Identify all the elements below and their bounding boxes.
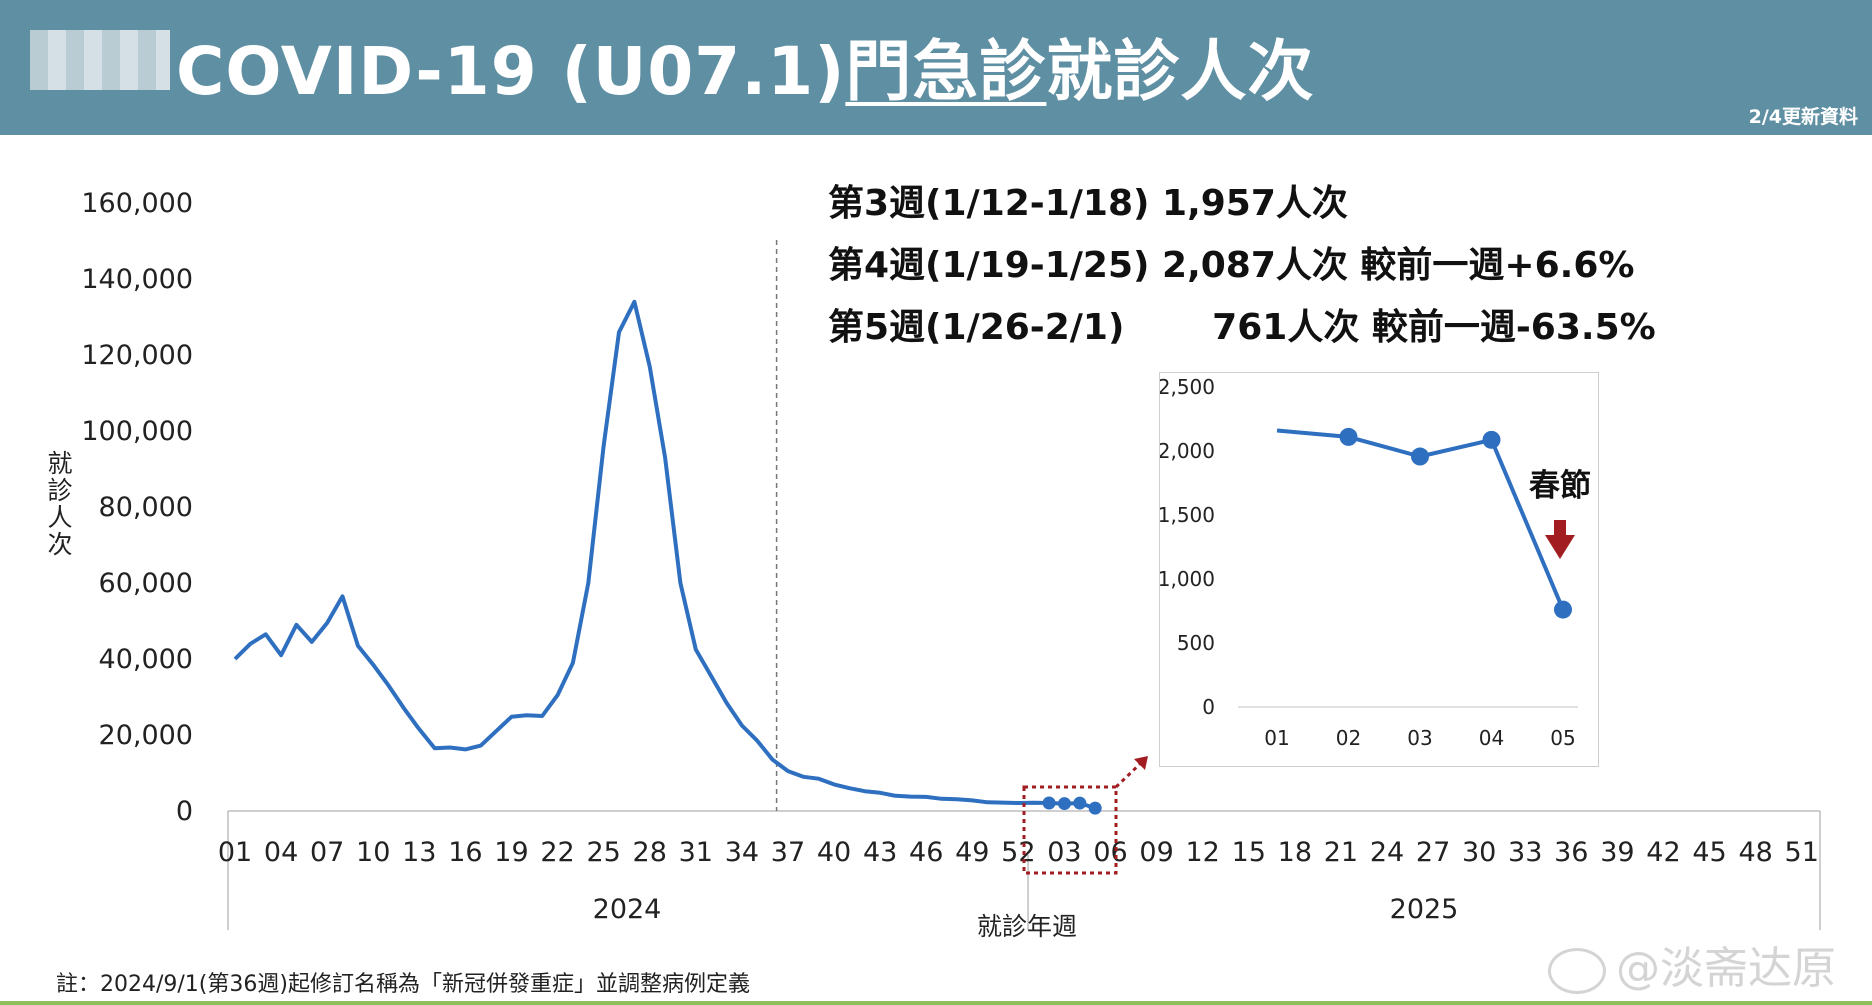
inset-y-tick-label: 0 xyxy=(1202,695,1215,719)
inset-x-tick-label: 04 xyxy=(1479,726,1504,750)
x-tick-label: 27 xyxy=(1416,837,1450,868)
x-tick-label: 30 xyxy=(1462,837,1496,868)
bottom-accent-line xyxy=(0,1001,1872,1005)
inset-y-tick-label: 2,000 xyxy=(1160,439,1215,463)
y-axis-label: 就診人次 xyxy=(44,450,73,558)
x-tick-label: 10 xyxy=(356,837,390,868)
y-tick-label: 160,000 xyxy=(81,188,193,219)
x-tick-label: 45 xyxy=(1692,837,1726,868)
main-line-chart: 0 20,000 40,000 60,000 80,000 100,000 120,000 1… xyxy=(81,188,1821,941)
title-prefix: COVID-19 (U07.1) xyxy=(176,33,846,110)
inset-data-point xyxy=(1482,430,1501,449)
y-tick-label: 120,000 xyxy=(81,340,193,371)
inset-y-tick-label: 1,000 xyxy=(1160,567,1215,591)
inset-chart-panel: 0 500 1,000 1,500 2,000 2,500 01 02 03 04 05 春節 xyxy=(1159,372,1599,767)
x-tick-label: 15 xyxy=(1232,837,1266,868)
inset-y-tick-label: 2,500 xyxy=(1160,375,1215,399)
weibo-icon xyxy=(1548,948,1606,994)
x-tick-label: 46 xyxy=(909,837,943,868)
annotation-arrow-head xyxy=(1545,535,1575,559)
x-tick-label: 19 xyxy=(494,837,528,868)
x-tick-label: 21 xyxy=(1324,837,1358,868)
inset-data-point xyxy=(1339,427,1358,446)
x-tick-label: 52 xyxy=(1001,837,1035,868)
highlight-arrow-line xyxy=(1114,759,1145,789)
y-tick-label: 20,000 xyxy=(99,720,193,751)
footnote: 註：2024/9/1(第36週)起修訂名稱為「新冠併發重症」並調整病例定義 xyxy=(56,972,750,997)
annotation-arrow-stem xyxy=(1554,520,1566,536)
x-tick-label: 42 xyxy=(1646,837,1680,868)
y-tick-label: 60,000 xyxy=(99,568,193,599)
x-tick-label: 48 xyxy=(1738,837,1772,868)
inset-annotation: 春節 xyxy=(1529,468,1591,504)
x-tick-label: 39 xyxy=(1600,837,1634,868)
x-tick-label: 33 xyxy=(1508,837,1542,868)
x-axis-title: 就診年週 xyxy=(977,912,1077,941)
summary-week4: 第4週(1/19-1/25) 2,087人次 較前一週+6.6% xyxy=(828,245,1635,286)
inset-x-tick-label: 02 xyxy=(1336,726,1361,750)
title-underlined: 門急診 xyxy=(845,33,1047,110)
x-tick-label: 03 xyxy=(1047,837,1081,868)
x-tick-label: 01 xyxy=(218,837,252,868)
x-tick-label: 51 xyxy=(1785,837,1819,868)
x-tick-label: 16 xyxy=(448,837,482,868)
inset-x-tick-label: 03 xyxy=(1407,726,1432,750)
data-point-2025 xyxy=(1042,796,1056,810)
summary-week3: 第3週(1/12-1/18) 1,957人次 xyxy=(828,183,1348,224)
y-tick-label: 40,000 xyxy=(99,644,193,675)
x-tick-label: 22 xyxy=(540,837,574,868)
series-line-2024-2025 xyxy=(233,299,1096,811)
inset-line-chart: 0 500 1,000 1,500 2,000 2,500 01 02 03 04 05 春節 xyxy=(1160,375,1591,750)
title-suffix: 就診人次 xyxy=(1046,33,1315,110)
inset-data-point xyxy=(1411,447,1429,466)
y-tick-label: 0 xyxy=(176,796,193,827)
highlight-arrow-head xyxy=(1134,756,1148,770)
summary-week5: 第5週(1/26-2/1) 761人次 較前一週-63.5% xyxy=(828,307,1656,348)
data-point-2025 xyxy=(1057,797,1071,811)
x-tick-label: 12 xyxy=(1186,837,1220,868)
x-tick-label: 28 xyxy=(633,837,667,868)
blurred-logo xyxy=(30,30,170,90)
inset-data-point xyxy=(1554,600,1572,619)
inset-x-tick-label: 05 xyxy=(1550,726,1575,750)
x-tick-label: 25 xyxy=(586,837,620,868)
x-tick-label: 31 xyxy=(679,837,713,868)
x-tick-label: 40 xyxy=(817,837,851,868)
x-tick-label: 36 xyxy=(1554,837,1588,868)
x-tick-label: 37 xyxy=(771,837,805,868)
x-tick-label: 49 xyxy=(955,837,989,868)
watermark: @淡斋达原 xyxy=(1548,932,1836,996)
x-tick-label: 04 xyxy=(264,837,298,868)
inset-y-tick-label: 500 xyxy=(1177,631,1215,655)
x-tick-label: 06 xyxy=(1093,837,1127,868)
highlight-box xyxy=(1022,785,1118,875)
x-tick-label: 18 xyxy=(1278,837,1312,868)
data-point-2025 xyxy=(1073,796,1087,810)
x-tick-label: 09 xyxy=(1139,837,1173,868)
x-tick-label: 07 xyxy=(310,837,344,868)
x-tick-label: 13 xyxy=(402,837,436,868)
watermark-text: @淡斋达原 xyxy=(1616,943,1836,994)
data-point-2025 xyxy=(1088,801,1102,815)
y-tick-label: 80,000 xyxy=(99,492,193,523)
page-title: COVID-19 (U07.1)門急診就診人次 xyxy=(176,18,1314,114)
x-tick-label: 34 xyxy=(725,837,759,868)
year-label-2024: 2024 xyxy=(593,894,662,925)
y-tick-label: 140,000 xyxy=(81,264,193,295)
x-tick-label: 24 xyxy=(1370,837,1404,868)
header-banner: COVID-19 (U07.1)門急診就診人次 2/4更新資料 xyxy=(0,0,1872,135)
update-note: 2/4更新資料 xyxy=(1748,106,1858,128)
year-label-2025: 2025 xyxy=(1390,894,1459,925)
x-tick-label: 43 xyxy=(863,837,897,868)
inset-y-tick-label: 1,500 xyxy=(1160,503,1215,527)
y-tick-label: 100,000 xyxy=(81,416,193,447)
inset-x-tick-label: 01 xyxy=(1264,726,1289,750)
